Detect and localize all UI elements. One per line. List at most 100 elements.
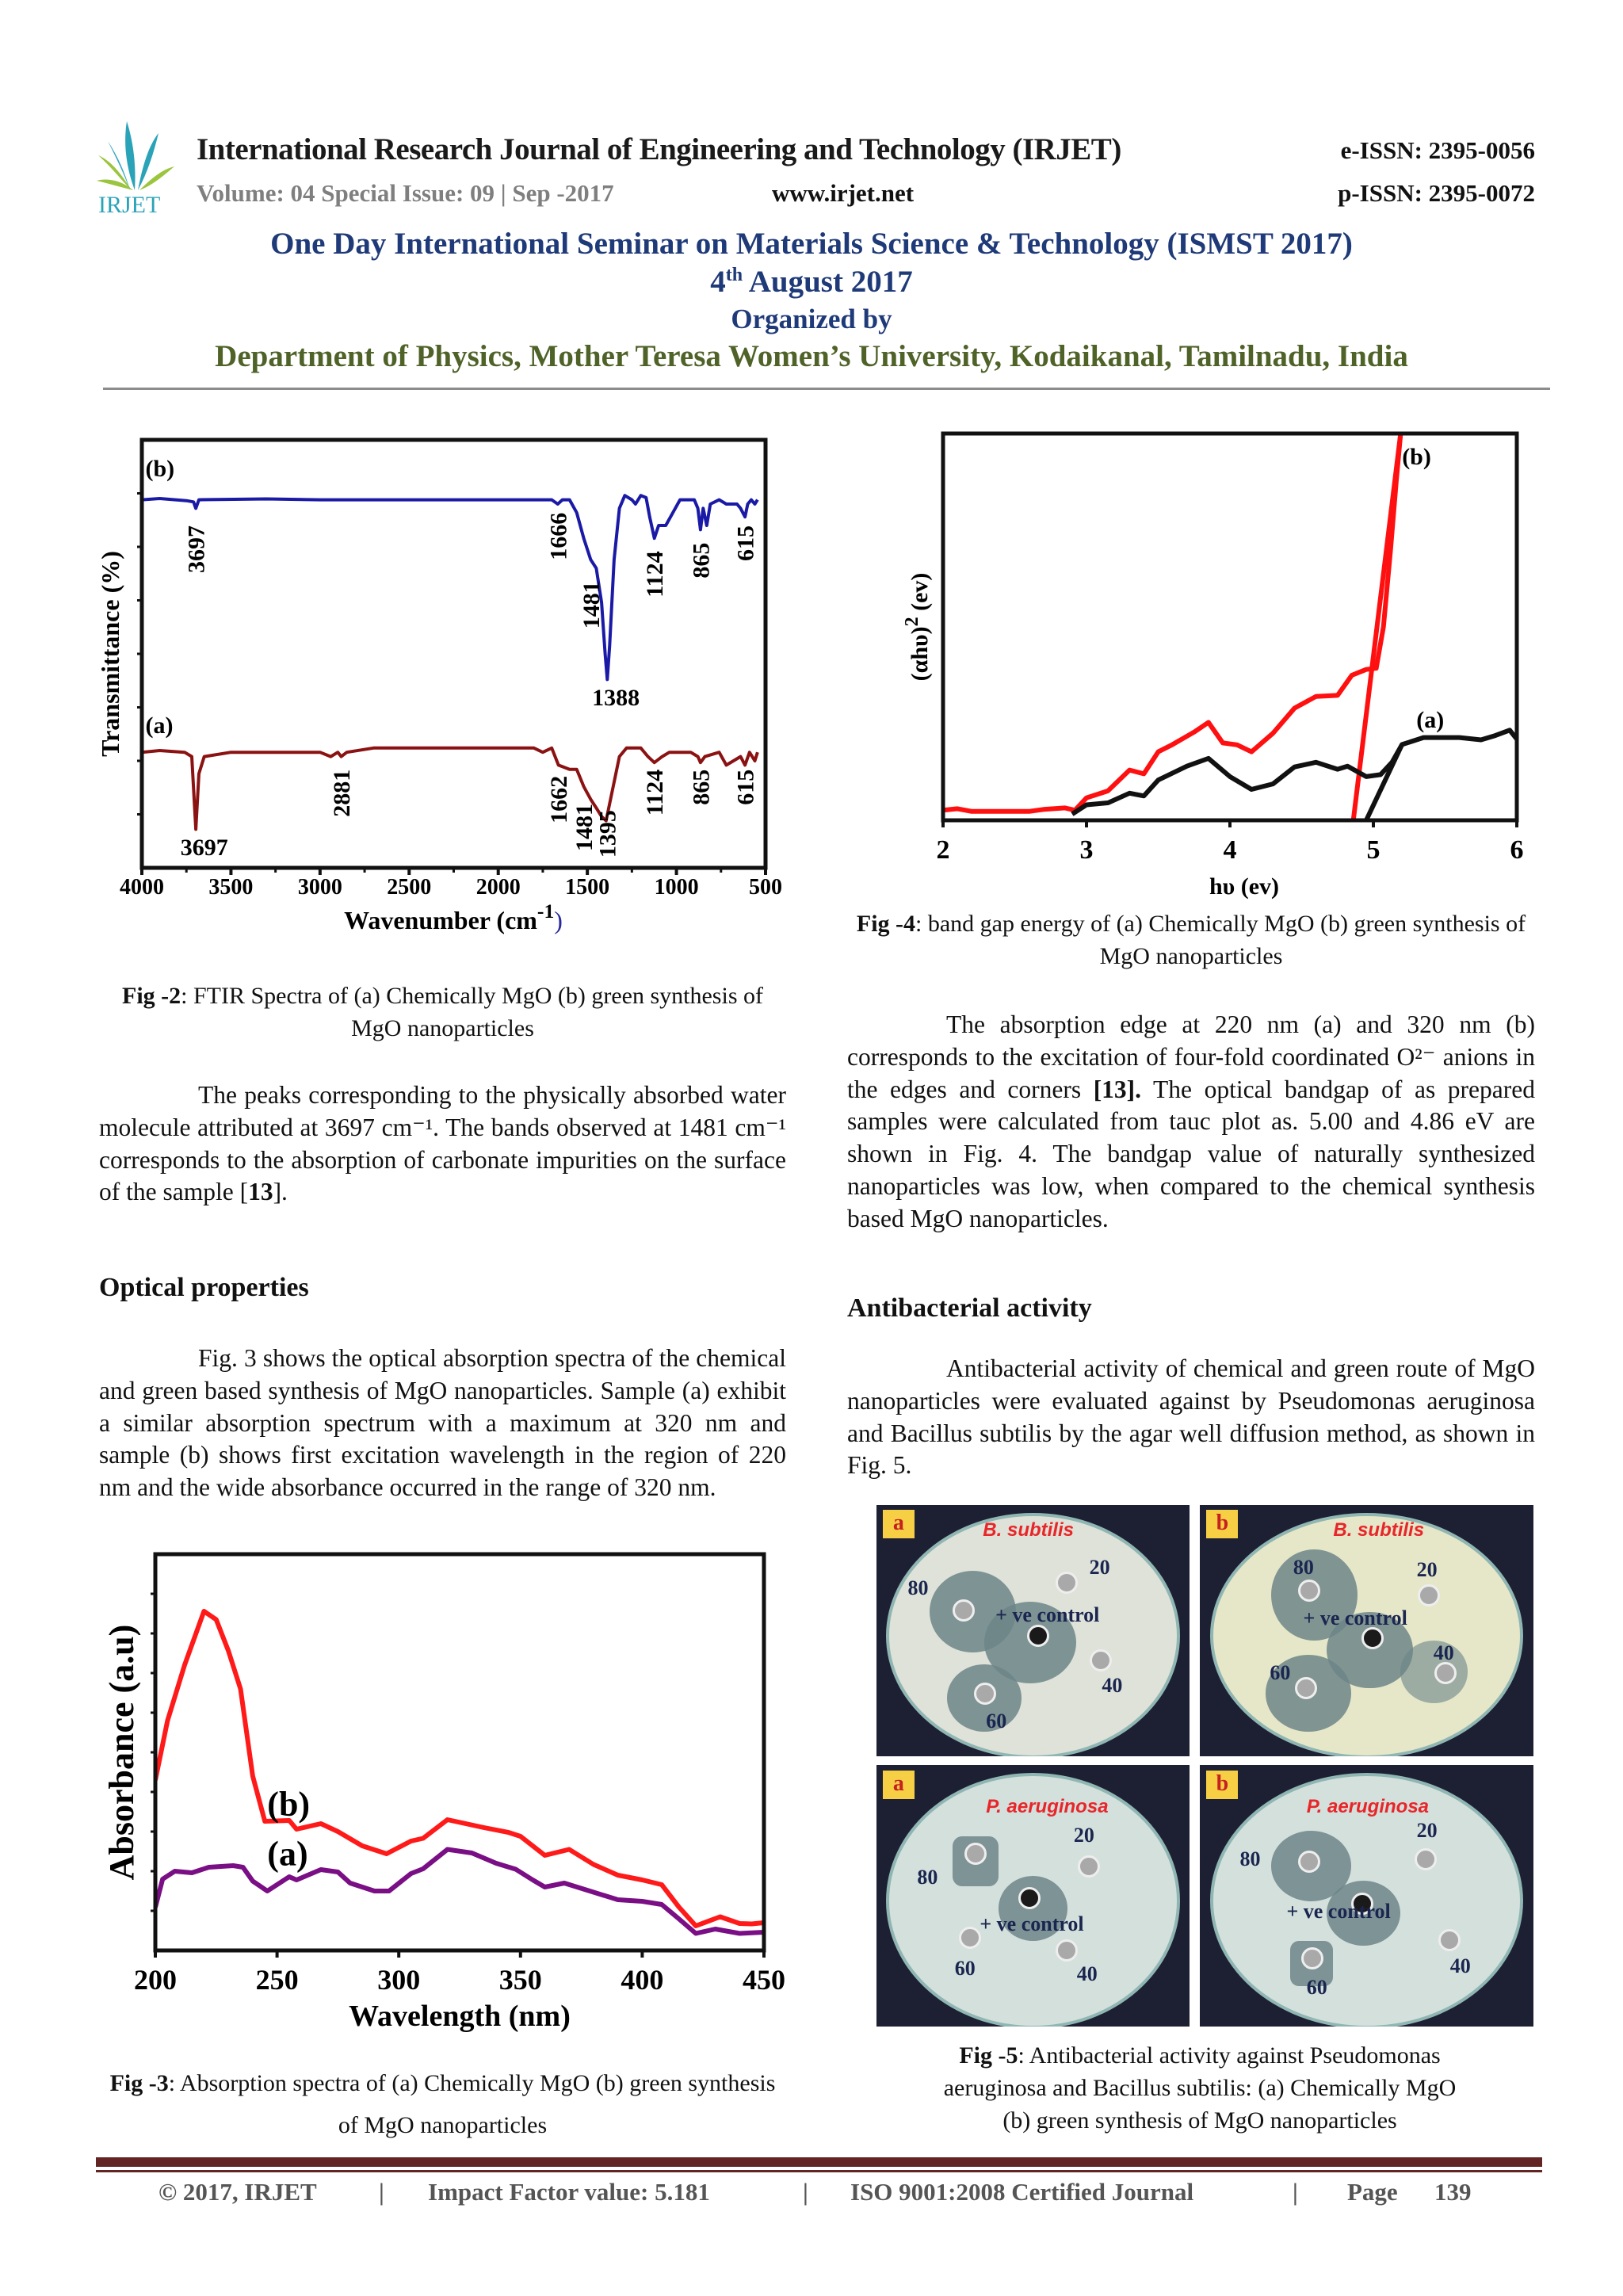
plot-frame — [139, 437, 768, 870]
x-tick-label: 500 — [749, 875, 782, 900]
date-day: 4 — [710, 265, 726, 299]
x-tick-label: 4000 — [120, 875, 164, 900]
agar-well — [1077, 1855, 1100, 1878]
peak-label: 1124 — [642, 770, 668, 816]
x-tick-label: 2500 — [387, 875, 431, 900]
fig4-caption: Fig -4: band gap energy of (a) Chemicall… — [847, 907, 1535, 972]
conc-40: 40 — [1102, 1674, 1123, 1698]
fig3-caption-label: Fig -3 — [109, 2070, 169, 2096]
citation-ref[interactable]: [13]. — [1093, 1075, 1142, 1103]
inhibition-zone — [1400, 1640, 1468, 1703]
peak-label: 865 — [688, 543, 714, 579]
conc-80: 80 — [1293, 1556, 1314, 1580]
conc-40: 40 — [1433, 1641, 1454, 1665]
paragraph-text: The peaks corresponding to the physicall… — [99, 1081, 786, 1206]
series-label: (b) — [145, 456, 174, 482]
agar-well — [1056, 1939, 1078, 1962]
irjet-logo: IRJET — [97, 121, 174, 216]
agar-well — [1056, 1572, 1078, 1595]
control-label: + ve control — [1286, 1899, 1391, 1923]
footer-impact-factor: Impact Factor value: 5.181 — [428, 2178, 710, 2206]
x-tick-label: 3500 — [208, 875, 253, 900]
fig3-caption-text: : Absorption spectra of (a) Chemically M… — [168, 2070, 776, 2138]
fig4-tauc-chart: 2 3 4 5 6 hυ (ev) (αhυ)2 (ev) (b) (a) — [902, 431, 1524, 900]
volume-issue: Volume: 04 Special Issue: 09 | Sep -2017 — [197, 179, 614, 207]
conc-40: 40 — [1076, 1962, 1098, 1985]
paragraph-text: The optical bandgap of as prepared sampl… — [847, 1075, 1535, 1232]
footer-bar-thin — [96, 2170, 1542, 2172]
series-label: (b) — [1402, 444, 1431, 470]
agar-well — [1418, 1584, 1441, 1606]
x-axis-label: hυ (ev) — [1209, 873, 1279, 900]
conc-60: 60 — [986, 1709, 1007, 1733]
x-tick-label: 3000 — [298, 875, 342, 900]
seminar-title: One Day International Seminar on Materia… — [270, 227, 1353, 261]
peak-label: 615 — [733, 770, 759, 805]
peak-label: 1395 — [594, 810, 621, 858]
agar-well — [958, 1926, 981, 1949]
seminar-date: 4th August 2017 — [0, 264, 1623, 300]
peak-label: 3697 — [184, 525, 210, 573]
panel-letter: b — [1206, 1770, 1239, 1799]
footer-bar — [96, 2157, 1542, 2167]
x-tick-label: 5 — [1367, 835, 1381, 865]
agar-well — [952, 1599, 975, 1622]
conc-40: 40 — [1449, 1954, 1471, 1978]
x-tick-label: 450 — [743, 1964, 785, 1996]
y-axis-label: Transmittance (%) — [96, 551, 124, 757]
paragraph-antibacterial: Antibacterial activity of chemical and g… — [847, 1353, 1535, 1482]
fig5-caption-text: (b) green synthesis of MgO nanoparticles — [1002, 2107, 1397, 2134]
series-line-1 — [1350, 434, 1403, 820]
p-issn: p-ISSN: 2395-0072 — [1338, 179, 1535, 207]
x-tick-label: 6 — [1510, 835, 1524, 865]
organized-by: Organized by — [731, 304, 892, 334]
agar-well — [1438, 1928, 1461, 1951]
fig4-caption-text: : band gap energy of (a) Chemically MgO … — [915, 911, 1526, 969]
series-label: (a) — [1416, 707, 1444, 733]
journal-website-link[interactable]: www.irjet.net — [772, 179, 915, 207]
agar-well — [1351, 1892, 1374, 1915]
x-tick-label: 250 — [256, 1964, 299, 1996]
agar-well — [1027, 1624, 1050, 1647]
conc-20: 20 — [1416, 1818, 1438, 1842]
heading-antibacterial: Antibacterial activity — [847, 1293, 1092, 1323]
plot-frame — [153, 1552, 766, 1953]
footer-page-label: Page — [1347, 2178, 1398, 2206]
agar-well — [1297, 1850, 1320, 1873]
agar-well — [1361, 1626, 1384, 1649]
fig3-absorption-chart: 200 250 300 350 400 450 Wavelength (nm) Absorba… — [102, 1552, 785, 2033]
header-divider — [103, 388, 1550, 390]
paragraph-text: The absorption edge at 220 nm (a) and 32… — [847, 1010, 1535, 1103]
x-tick-label: 4 — [1224, 835, 1237, 865]
peak-label: 1481 — [579, 581, 605, 628]
citation-ref[interactable]: 13 — [248, 1178, 273, 1206]
conc-60: 60 — [1306, 1975, 1327, 1999]
peak-label: 1662 — [546, 776, 572, 823]
paragraph-text: Antibacterial activity of chemical and g… — [847, 1354, 1535, 1480]
panel-letter: a — [882, 1770, 915, 1799]
heading-optical-properties: Optical properties — [99, 1273, 309, 1302]
agar-well — [1090, 1649, 1113, 1672]
peak-label: 865 — [688, 770, 714, 805]
series-line-2 — [1071, 728, 1517, 816]
y-axis-label: (αhυ)2 (ev) — [902, 573, 933, 682]
series-line-1 — [142, 746, 759, 831]
footer-iso: ISO 9001:2008 Certified Journal — [850, 2178, 1194, 2206]
peak-label: 615 — [733, 525, 759, 561]
paragraph-bandgap: The absorption edge at 220 nm (a) and 32… — [847, 1009, 1535, 1236]
conc-60: 60 — [954, 1957, 976, 1981]
fig5-caption-label: Fig -5 — [959, 2042, 1018, 2069]
agar-well — [1018, 1887, 1041, 1909]
x-tick-label: 2 — [937, 835, 950, 865]
logo-text: IRJET — [98, 192, 160, 216]
paragraph-text: Fig. 3 shows the optical absorption spec… — [99, 1344, 786, 1502]
paragraph-ftir: The peaks corresponding to the physicall… — [99, 1079, 786, 1209]
petri-panel-a-paeruginosa: a P. aeruginosa 80 20 + ve control 40 60 — [876, 1765, 1190, 2027]
petri-panel-a-bsubtilis: a B. subtilis 80 20 + ve control 40 60 — [876, 1505, 1190, 1756]
footer-separator: | — [1293, 2178, 1298, 2206]
e-issn: e-ISSN: 2395-0056 — [1340, 136, 1535, 164]
fig5-caption: Fig -5: Antibacterial activity against P… — [856, 2039, 1544, 2137]
x-axis-label: Wavenumber (cm-1) — [344, 900, 563, 934]
series-label: 3697 — [181, 835, 228, 861]
footer-copyright: © 2017, IRJET — [158, 2178, 317, 2206]
